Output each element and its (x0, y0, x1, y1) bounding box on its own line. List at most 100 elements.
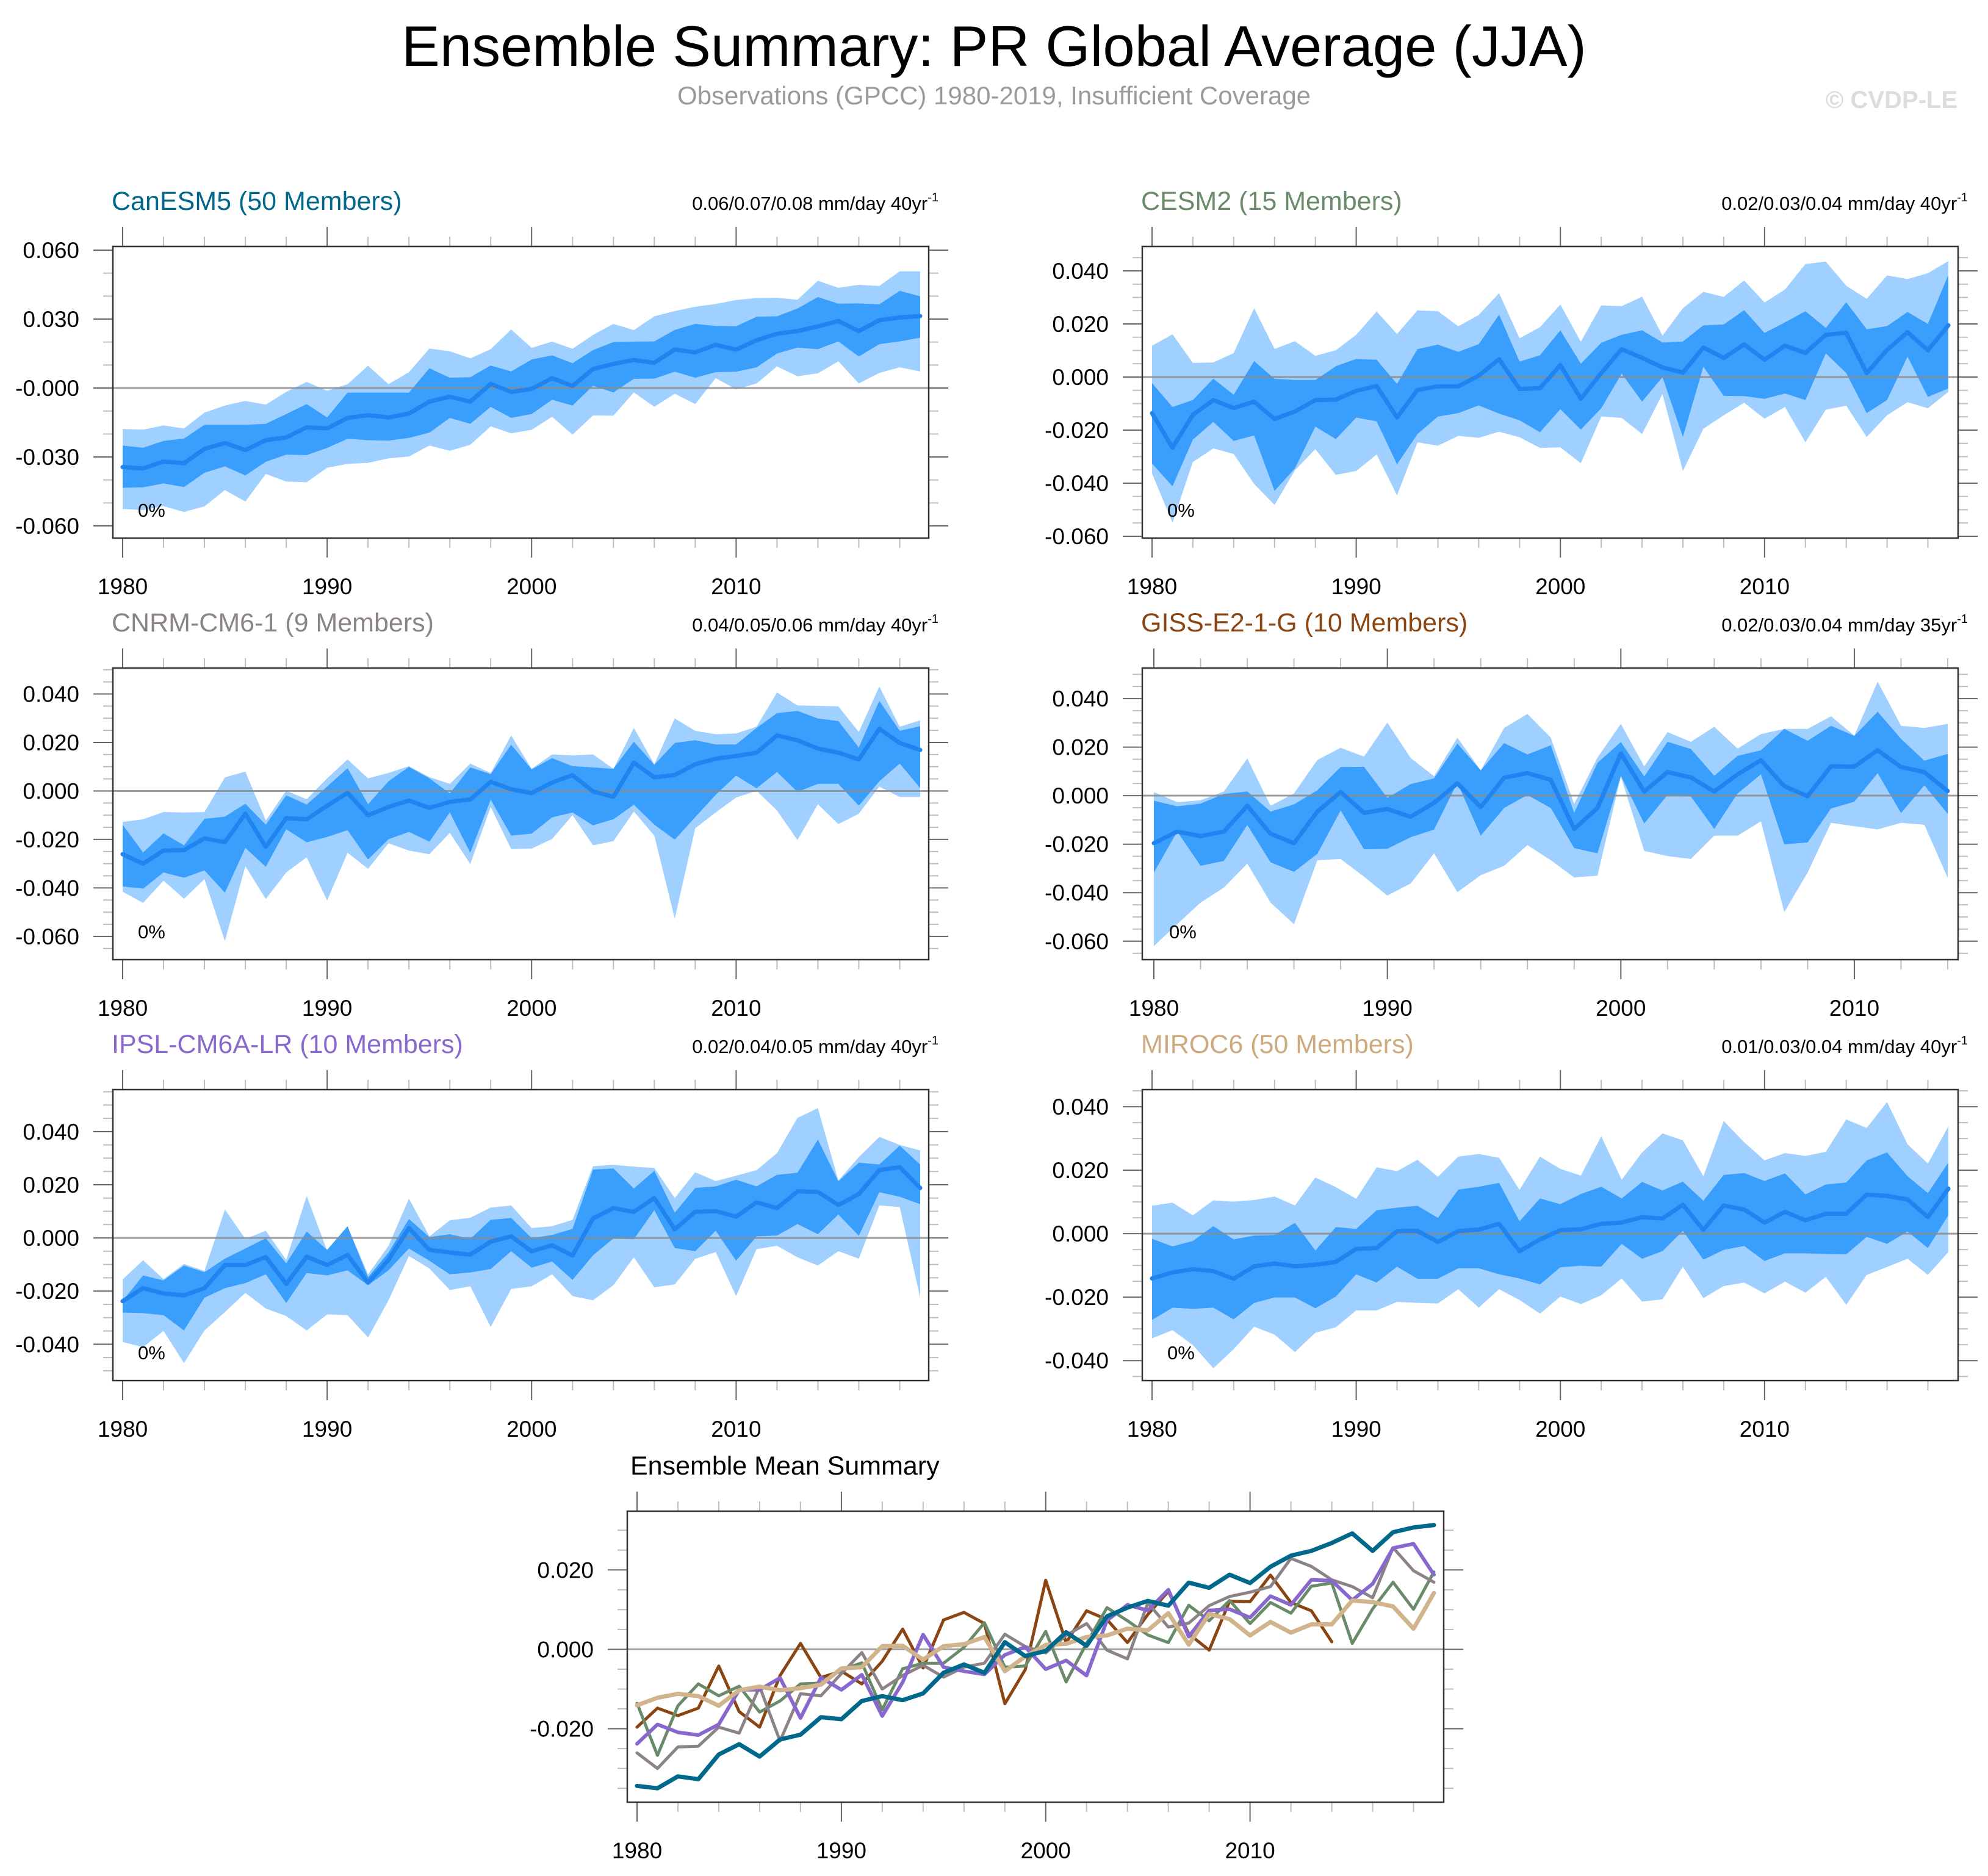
y-tick-label: 0.020 (23, 730, 79, 755)
y-tick-label: 0.030 (23, 307, 79, 332)
trend-superscript: -1 (1957, 191, 1968, 204)
y-tick-label: 0.040 (1052, 259, 1109, 284)
x-tick-label: 1980 (612, 1838, 662, 1863)
x-tick-label: 2010 (1829, 996, 1879, 1021)
trend-superscript: -1 (1957, 1034, 1968, 1048)
percent-label: 0% (1167, 1342, 1195, 1364)
x-tick-label: 2010 (1740, 574, 1790, 599)
figure-title: Ensemble Summary: PR Global Average (JJA… (402, 14, 1586, 78)
panel-ipsl: IPSL-CM6A-LR (10 Members) 0.02/0.04/0.05 … (15, 1030, 948, 1442)
trend-label: 0.02/0.03/0.04 mm/day 40yr-1 (1721, 191, 1968, 214)
y-tick-label: -0.030 (15, 445, 79, 470)
plot-frame (1141, 667, 1959, 961)
y-tick-label: -0.020 (530, 1717, 594, 1742)
y-tick-label: -0.040 (15, 1332, 79, 1357)
y-tick-label: -0.040 (15, 875, 79, 900)
panel-cnrm: CNRM-CM6-1 (9 Members) 0.04/0.05/0.06 mm/… (15, 608, 948, 1021)
x-tick-label: 2000 (506, 574, 556, 599)
x-tick-label: 1990 (1331, 1417, 1381, 1442)
y-tick-label: 0.000 (23, 778, 79, 803)
trend-label: 0.02/0.03/0.04 mm/day 35yr-1 (1721, 613, 1968, 636)
y-tick-label: -0.000 (15, 376, 79, 401)
summary-line-ipsl (635, 1542, 1436, 1746)
x-tick-label: 1980 (1129, 996, 1179, 1021)
trend-value: 0.02/0.04/0.05 mm/day 40yr (692, 1036, 927, 1057)
panel-canesm5: CanESM5 (50 Members) 0.06/0.07/0.08 mm/da… (15, 187, 948, 599)
ensemble-mean-line (1150, 323, 1951, 450)
summary-line-canesm5 (635, 1523, 1436, 1791)
x-tick-label: 1980 (98, 996, 148, 1021)
y-tick-label: 0.020 (537, 1558, 594, 1583)
x-tick-label: 2010 (1740, 1417, 1790, 1442)
x-tick-label: 2010 (1225, 1838, 1275, 1863)
plot-frame (626, 1510, 1445, 1803)
inner-spread-band (1154, 711, 1948, 873)
panel-title: CNRM-CM6-1 (9 Members) (112, 608, 434, 638)
inner-spread-band (123, 1139, 920, 1331)
ensemble-mean-line (120, 314, 923, 471)
x-tick-label: 2000 (1535, 574, 1585, 599)
y-tick-label: -0.040 (1045, 471, 1109, 496)
x-tick-label: 1980 (1127, 1417, 1177, 1442)
x-tick-label: 2010 (711, 996, 761, 1021)
trend-value: 0.06/0.07/0.08 mm/day 40yr (692, 193, 927, 214)
summary-line-miroc6 (635, 1590, 1436, 1708)
summary-title: Ensemble Mean Summary (630, 1451, 940, 1481)
trend-label: 0.04/0.05/0.06 mm/day 40yr-1 (692, 613, 938, 636)
trend-value: 0.04/0.05/0.06 mm/day 40yr (692, 614, 927, 636)
percent-label: 0% (138, 921, 165, 943)
y-tick-label: -0.040 (1045, 1348, 1109, 1373)
x-tick-label: 2000 (1021, 1838, 1071, 1863)
panel-giss: GISS-E2-1-G (10 Members) 0.02/0.03/0.04 m… (1045, 608, 1978, 1021)
watermark: © CVDP-LE (1825, 87, 1957, 113)
outer-spread-band (1154, 681, 1948, 946)
y-tick-label: -0.060 (1045, 524, 1109, 549)
panel-cesm2: CESM2 (15 Members) 0.02/0.03/0.04 mm/day … (1045, 187, 1978, 599)
y-tick-label: 0.060 (23, 238, 79, 263)
y-tick-label: -0.020 (15, 1279, 79, 1304)
trend-label: 0.02/0.04/0.05 mm/day 40yr-1 (692, 1034, 938, 1057)
y-tick-label: -0.060 (15, 924, 79, 949)
x-tick-label: 1990 (1362, 996, 1412, 1021)
y-tick-label: -0.020 (1045, 1285, 1109, 1310)
y-tick-label: -0.060 (15, 514, 79, 539)
panel-summary: Ensemble Mean Summary -0.020 0.000 0.020 198… (530, 1451, 1463, 1863)
plot-frame (112, 245, 930, 539)
x-tick-label: 1980 (98, 574, 148, 599)
ensemble-mean-line (1150, 1186, 1951, 1281)
panel-title: CESM2 (15 Members) (1141, 187, 1402, 216)
inner-spread-band (1152, 275, 1948, 491)
plot-frame (112, 1088, 930, 1382)
x-tick-label: 1990 (302, 996, 352, 1021)
ensemble-mean-line (1151, 748, 1950, 846)
figure-subtitle: Observations (GPCC) 1980-2019, Insuffici… (677, 81, 1311, 110)
y-tick-label: 0.040 (23, 1119, 79, 1145)
y-tick-label: 0.000 (1052, 783, 1109, 808)
panel-title: MIROC6 (50 Members) (1141, 1030, 1414, 1059)
plot-frame (1141, 245, 1959, 539)
plot-frame (112, 667, 930, 961)
y-tick-label: 0.000 (1052, 1221, 1109, 1246)
x-tick-label: 1990 (1331, 574, 1381, 599)
trend-value: 0.02/0.03/0.04 mm/day 40yr (1721, 193, 1957, 214)
panel-title: CanESM5 (50 Members) (112, 187, 402, 216)
inner-spread-band (123, 700, 920, 893)
x-tick-label: 1990 (302, 574, 352, 599)
y-tick-label: -0.040 (1045, 880, 1109, 905)
x-tick-label: 2000 (506, 996, 556, 1021)
x-tick-label: 2000 (1596, 996, 1646, 1021)
x-tick-label: 1980 (1127, 574, 1177, 599)
y-tick-label: 0.020 (1052, 1158, 1109, 1183)
percent-label: 0% (138, 1342, 165, 1364)
y-tick-label: -0.020 (1045, 418, 1109, 443)
y-tick-label: 0.020 (1052, 312, 1109, 337)
y-tick-label: -0.020 (15, 827, 79, 852)
percent-label: 0% (138, 500, 165, 521)
y-tick-label: -0.060 (1045, 929, 1109, 954)
percent-label: 0% (1167, 500, 1195, 521)
trend-superscript: -1 (927, 1034, 938, 1048)
y-tick-label: 0.040 (1052, 686, 1109, 711)
y-tick-label: 0.040 (1052, 1094, 1109, 1119)
panel-title: GISS-E2-1-G (10 Members) (1141, 608, 1468, 638)
